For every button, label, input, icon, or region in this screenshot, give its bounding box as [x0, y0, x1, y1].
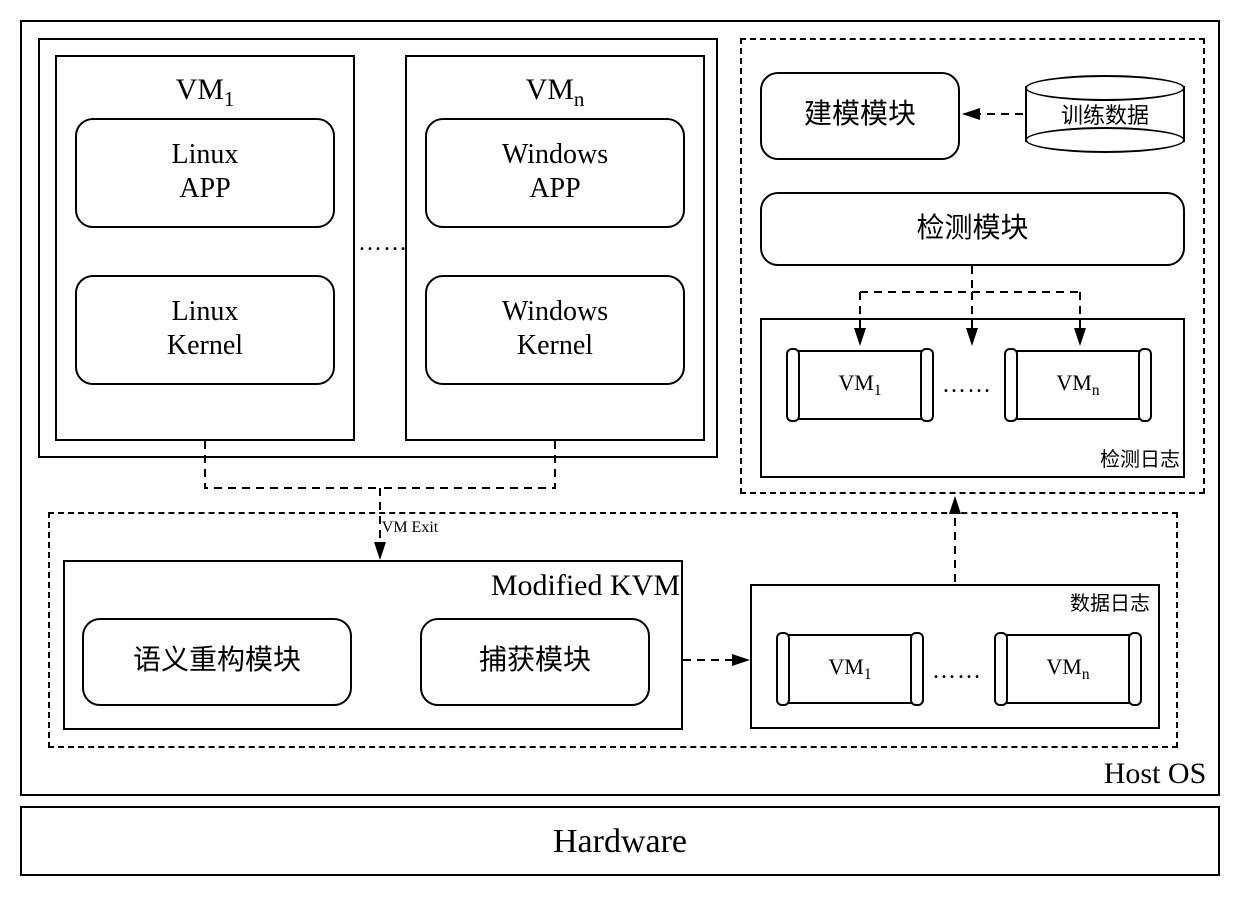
detect-vm1-scroll: VM1 [790, 350, 930, 420]
detect-log-dots: …… [942, 372, 992, 399]
data-log-vmn-label: VMn [1000, 654, 1136, 684]
detect-label: 检测模块 [760, 212, 1185, 246]
vm-dots: …… [358, 230, 408, 257]
training-cylinder: 训练数据 [1025, 86, 1185, 142]
diagram-root: Host OS Hardware VM1 Linux APP Linux Ker… [20, 20, 1220, 883]
data-log-vm1-scroll: VM1 [780, 634, 920, 704]
vm1-kernel-label: Linux Kernel [75, 295, 335, 362]
modified-kvm-title: Modified KVM [430, 568, 680, 604]
data-log-vm1-label: VM1 [782, 654, 918, 684]
vm1-title: VM1 [55, 72, 355, 112]
data-log-dots: …… [932, 658, 982, 685]
vmn-kernel-label: Windows Kernel [425, 295, 685, 362]
detect-vmn-scroll: VMn [1008, 350, 1148, 420]
vm1-app-label: Linux APP [75, 138, 335, 205]
vmn-app-label: Windows APP [425, 138, 685, 205]
training-label: 训练数据 [1027, 98, 1183, 130]
vmn-title: VMn [405, 72, 705, 112]
data-log-title: 数据日志 [1040, 592, 1150, 616]
hardware-label: Hardware [20, 822, 1220, 863]
capture-label: 捕获模块 [420, 644, 650, 678]
semantic-label: 语义重构模块 [82, 644, 352, 678]
modeling-label: 建模模块 [760, 98, 960, 132]
detect-vmn-label: VMn [1010, 370, 1146, 400]
vm-exit-label: VM Exit [370, 518, 450, 537]
data-log-vmn-scroll: VMn [998, 634, 1138, 704]
detect-vm1-label: VM1 [792, 370, 928, 400]
host-os-label: Host OS [1095, 756, 1215, 792]
detect-log-title: 检测日志 [1070, 448, 1180, 472]
